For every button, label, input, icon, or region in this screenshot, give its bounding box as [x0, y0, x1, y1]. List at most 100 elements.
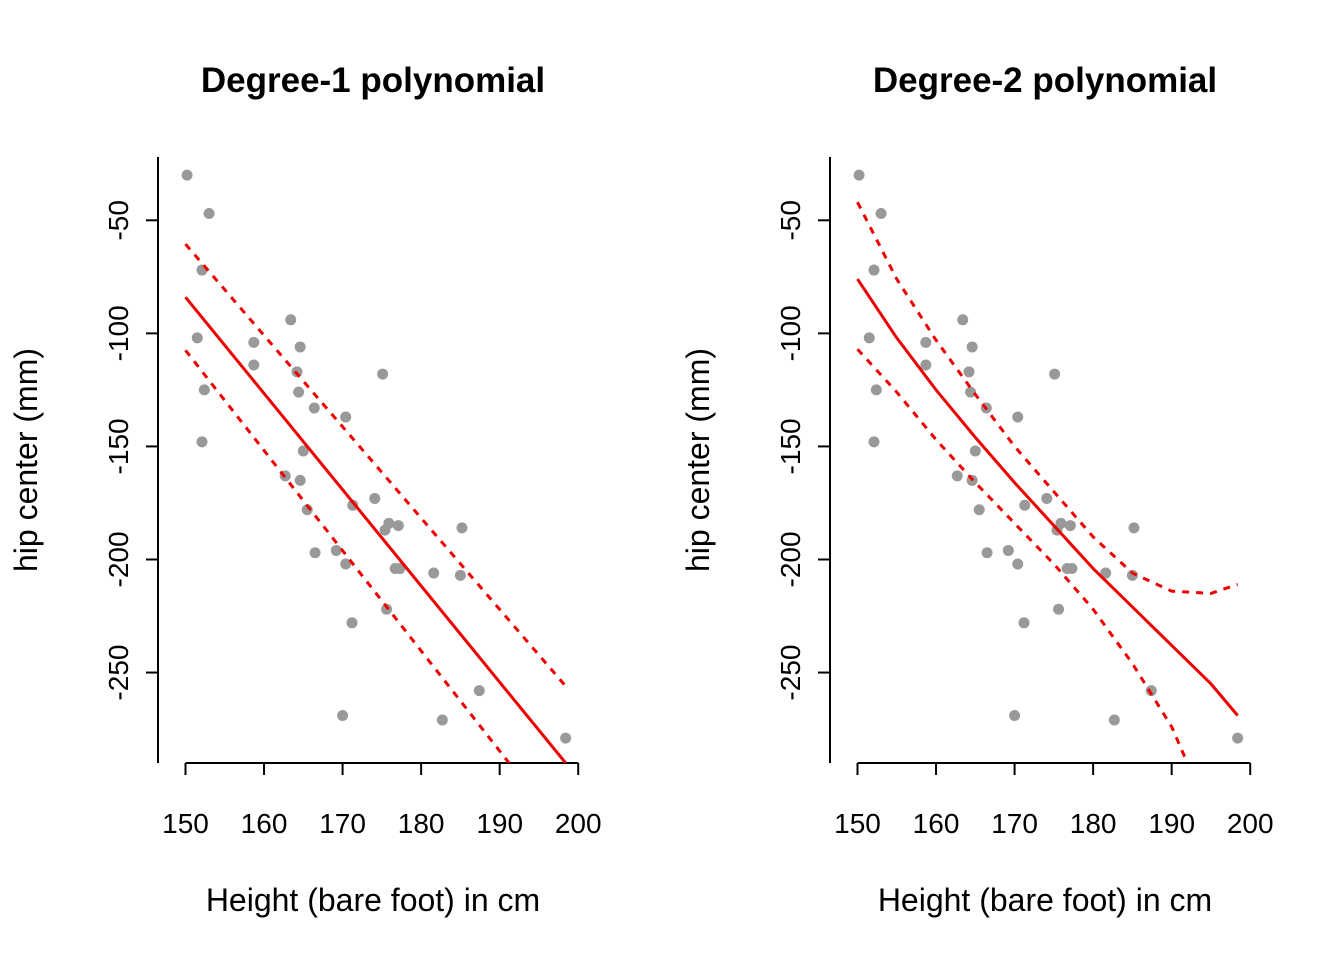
data-point: [1126, 569, 1138, 581]
data-point: [973, 504, 985, 516]
x-tick-label: 200: [1227, 808, 1274, 839]
data-point: [436, 714, 448, 726]
data-points: [853, 169, 1244, 744]
x-tick-label: 150: [834, 808, 881, 839]
y-tick-label: -100: [103, 305, 134, 361]
y-tick-label: -250: [103, 645, 134, 701]
data-point: [456, 522, 468, 534]
y-tick-label: -200: [103, 531, 134, 587]
x-axis-label: Height (bare foot) in cm: [206, 882, 540, 918]
data-point: [340, 411, 352, 423]
data-point: [340, 558, 352, 570]
data-point: [951, 470, 963, 482]
confidence-band-upper: [184, 243, 567, 688]
data-point: [198, 384, 210, 396]
data-point: [1145, 685, 1157, 697]
data-point: [1066, 563, 1078, 575]
data-point: [394, 563, 406, 575]
data-point: [969, 445, 981, 457]
confidence-band-lower: [184, 349, 511, 763]
data-point: [875, 208, 887, 220]
data-point: [309, 547, 321, 559]
x-axis-label: Height (bare foot) in cm: [878, 882, 1212, 918]
data-point: [853, 169, 865, 181]
data-point: [196, 436, 208, 448]
data-point: [203, 208, 215, 220]
data-point: [1064, 520, 1076, 532]
data-point: [1232, 732, 1244, 744]
data-point: [473, 685, 485, 697]
data-point: [870, 384, 882, 396]
data-point: [381, 603, 393, 615]
data-point: [963, 366, 975, 378]
confidence-band-upper: [856, 201, 1239, 595]
data-point: [248, 336, 260, 348]
data-point: [330, 544, 342, 556]
y-axis-label: hip center (mm): [680, 348, 716, 572]
y-tick-label: -250: [775, 645, 806, 701]
data-point: [920, 336, 932, 348]
data-point: [863, 332, 875, 344]
y-tick-label: -50: [775, 200, 806, 240]
data-point: [1055, 517, 1067, 529]
x-tick-label: 190: [1148, 808, 1195, 839]
plot-area: 150 160 170 180 190 200 -50 -100 -150 -200 -250: [775, 157, 1274, 839]
x-tick-label: 170: [991, 808, 1038, 839]
data-point: [377, 368, 389, 380]
chart-title: Degree-1 polynomial: [201, 61, 545, 100]
data-point: [965, 386, 977, 398]
y-tick-label: -50: [103, 200, 134, 240]
x-tick-label: 160: [913, 808, 960, 839]
data-point: [293, 386, 305, 398]
y-tick-label: -150: [775, 418, 806, 474]
data-point: [1108, 714, 1120, 726]
data-point: [1128, 522, 1140, 534]
fit-lines: [184, 243, 567, 763]
y-tick-label: -200: [775, 531, 806, 587]
data-point: [1009, 710, 1021, 722]
data-point: [191, 332, 203, 344]
data-point: [181, 169, 193, 181]
fit-line: [184, 296, 567, 763]
fit-line: [856, 278, 1239, 717]
x-tick-label: 160: [241, 808, 288, 839]
data-point: [337, 710, 349, 722]
data-point: [383, 517, 395, 529]
y-tick-label: -100: [775, 305, 806, 361]
data-point: [428, 567, 440, 579]
data-point: [1002, 544, 1014, 556]
data-point: [957, 314, 969, 326]
data-point: [868, 436, 880, 448]
data-point: [1018, 617, 1030, 629]
data-point: [294, 474, 306, 486]
x-tick-label: 200: [555, 808, 602, 839]
data-point: [966, 341, 978, 353]
data-points: [181, 169, 572, 744]
panel-degree-2: Degree-2 polynomial Height (bare foot) i…: [680, 61, 1274, 918]
data-point: [369, 492, 381, 504]
data-point: [454, 569, 466, 581]
data-point: [560, 732, 572, 744]
x-tick-label: 180: [398, 808, 445, 839]
data-point: [868, 264, 880, 276]
panel-degree-1: Degree-1 polynomial Height (bare foot) i…: [8, 61, 602, 918]
data-point: [1049, 368, 1061, 380]
data-point: [1100, 567, 1112, 579]
data-point: [1053, 603, 1065, 615]
data-point: [1012, 411, 1024, 423]
plot-area: 150 160 170 180 190 200 -50 -100 -150 -200 -250: [103, 157, 602, 839]
data-point: [1012, 558, 1024, 570]
y-axis-label: hip center (mm): [8, 348, 44, 572]
data-point: [1041, 492, 1053, 504]
data-point: [285, 314, 297, 326]
confidence-band-lower: [856, 348, 1189, 763]
x-tick-label: 150: [162, 808, 209, 839]
data-point: [981, 547, 993, 559]
x-tick-label: 190: [476, 808, 523, 839]
data-point: [294, 341, 306, 353]
data-point: [920, 359, 932, 371]
x-tick-label: 180: [1070, 808, 1117, 839]
data-point: [392, 520, 404, 532]
fit-lines: [856, 201, 1239, 763]
